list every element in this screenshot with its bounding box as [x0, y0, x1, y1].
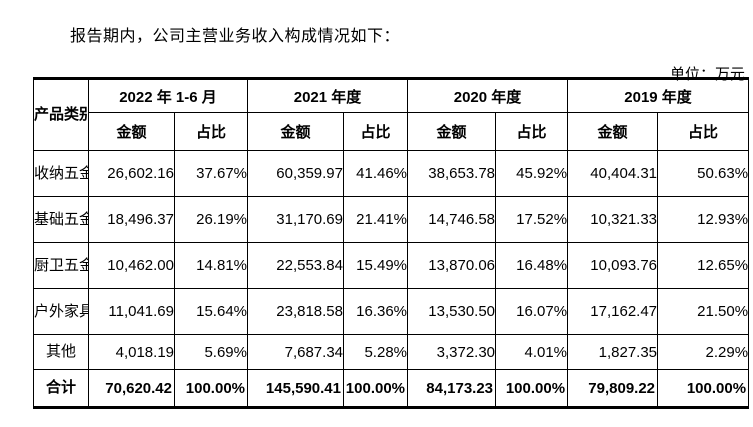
amount-cell: 3,372.30: [407, 334, 497, 370]
amount-cell: 38,653.78: [407, 150, 497, 197]
amount-cell: 7,687.34: [247, 334, 344, 370]
ratio-cell: 5.69%: [174, 334, 248, 370]
ratio-cell: 4.01%: [495, 334, 569, 370]
amount-cell: 1,827.35: [567, 334, 659, 370]
ratio-cell: 100.00%: [495, 369, 569, 408]
total-row: 合计 70,620.42 100.00% 145,590.41 100.00% …: [33, 369, 750, 408]
amount-cell: 18,496.37: [88, 196, 175, 243]
amount-cell: 40,404.31: [567, 150, 659, 197]
amount-cell: 10,321.33: [567, 196, 659, 243]
amount-cell: 22,553.84: [247, 242, 344, 289]
ratio-subheader: 占比: [495, 112, 569, 151]
amount-cell: 60,359.97: [247, 150, 344, 197]
ratio-cell: 5.28%: [342, 334, 409, 370]
amount-cell: 84,173.23: [407, 369, 497, 408]
period-header-row: 产品类别 2022 年 1-6 月 2021 年度 2020 年度 2019 年…: [33, 78, 750, 151]
total-label: 合计: [33, 369, 89, 408]
ratio-cell: 21.41%: [342, 196, 409, 243]
amount-cell: 4,018.19: [88, 334, 175, 370]
ratio-cell: 16.07%: [495, 288, 569, 335]
period-header-2021: 2021 年度: [246, 78, 409, 113]
ratio-subheader: 占比: [657, 112, 750, 151]
revenue-composition-table: 产品类别 2022 年 1-6 月 2021 年度 2020 年度 2019 年…: [33, 77, 750, 409]
ratio-cell: 16.36%: [342, 288, 409, 335]
table-row: 基础五金 18,496.37 26.19% 31,170.69 21.41% 1…: [33, 196, 750, 243]
ratio-cell: 14.81%: [174, 242, 248, 289]
ratio-cell: 100.00%: [342, 369, 409, 408]
amount-subheader: 金额: [407, 112, 497, 151]
amount-cell: 31,170.69: [247, 196, 344, 243]
period-header-2022: 2022 年 1-6 月: [88, 78, 248, 113]
ratio-cell: 100.00%: [174, 369, 248, 408]
amount-cell: 11,041.69: [88, 288, 175, 335]
ratio-cell: 37.67%: [174, 150, 248, 197]
amount-cell: 13,530.50: [407, 288, 497, 335]
amount-subheader: 金额: [247, 112, 344, 151]
subheader-row: 金额 占比 金额 占比 金额 占比 金额 占比: [34, 112, 750, 151]
amount-cell: 23,818.58: [247, 288, 344, 335]
amount-cell: 10,462.00: [88, 242, 175, 289]
amount-cell: 145,590.41: [247, 369, 344, 408]
ratio-cell: 41.46%: [342, 150, 409, 197]
row-label: 户外家具: [33, 288, 89, 335]
corner-header-cell: 产品类别: [33, 78, 89, 151]
amount-cell: 70,620.42: [88, 369, 175, 408]
ratio-cell: 50.63%: [657, 150, 750, 197]
ratio-cell: 100.00%: [657, 369, 750, 408]
amount-cell: 10,093.76: [567, 242, 659, 289]
amount-cell: 13,870.06: [407, 242, 497, 289]
ratio-cell: 26.19%: [174, 196, 248, 243]
table-row: 收纳五金 26,602.16 37.67% 60,359.97 41.46% 3…: [33, 150, 750, 197]
amount-cell: 79,809.22: [567, 369, 659, 408]
table-row: 户外家具 11,041.69 15.64% 23,818.58 16.36% 1…: [33, 288, 750, 335]
ratio-cell: 12.93%: [657, 196, 750, 243]
amount-subheader: 金额: [88, 112, 175, 151]
ratio-cell: 21.50%: [657, 288, 750, 335]
amount-subheader: 金额: [567, 112, 659, 151]
row-label: 厨卫五金: [33, 242, 89, 289]
period-header-2020: 2020 年度: [407, 78, 569, 113]
ratio-cell: 16.48%: [495, 242, 569, 289]
row-label: 收纳五金: [33, 150, 89, 197]
table-row: 其他 4,018.19 5.69% 7,687.34 5.28% 3,372.3…: [33, 334, 750, 370]
intro-text: 报告期内，公司主营业务收入构成情况如下：: [70, 28, 401, 45]
ratio-subheader: 占比: [174, 112, 248, 151]
ratio-cell: 12.65%: [657, 242, 750, 289]
ratio-subheader: 占比: [342, 112, 409, 151]
amount-cell: 26,602.16: [88, 150, 175, 197]
ratio-cell: 2.29%: [657, 334, 750, 370]
ratio-cell: 15.64%: [174, 288, 248, 335]
row-label: 其他: [33, 334, 89, 370]
ratio-cell: 17.52%: [495, 196, 569, 243]
table-row: 厨卫五金 10,462.00 14.81% 22,553.84 15.49% 1…: [33, 242, 750, 289]
amount-cell: 14,746.58: [407, 196, 497, 243]
amount-cell: 17,162.47: [567, 288, 659, 335]
ratio-cell: 45.92%: [495, 150, 569, 197]
ratio-cell: 15.49%: [342, 242, 409, 289]
row-label: 基础五金: [33, 196, 89, 243]
period-header-2019: 2019 年度: [567, 78, 750, 113]
